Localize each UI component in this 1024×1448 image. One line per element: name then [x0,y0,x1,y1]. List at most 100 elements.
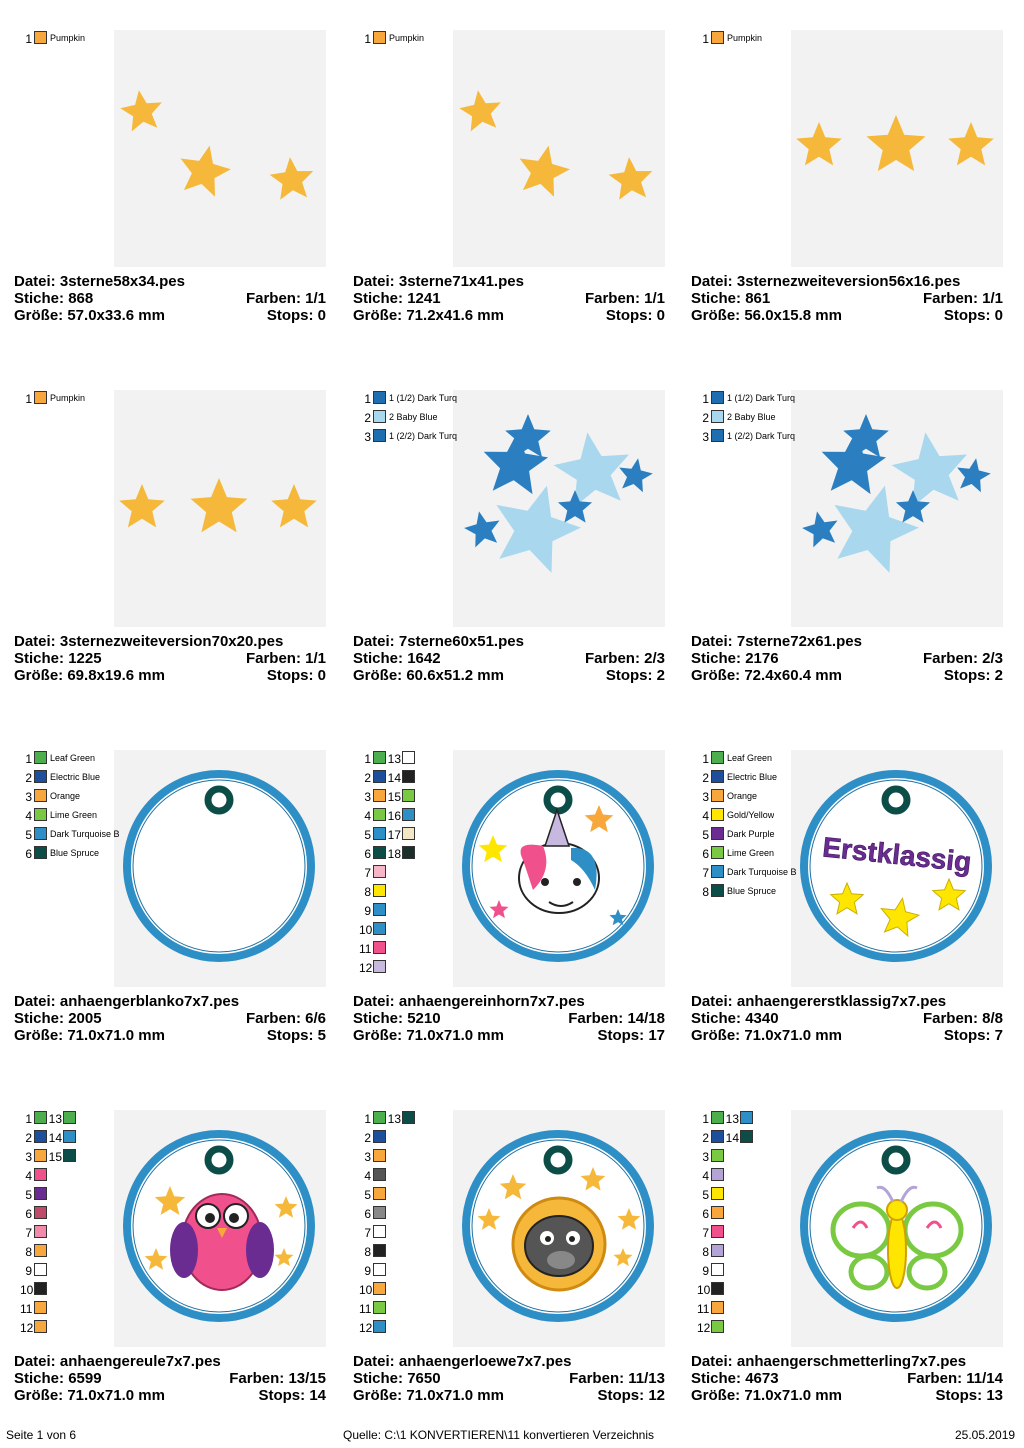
label-stitches: Stiche: [14,1370,65,1387]
tag-ring [123,770,315,962]
color-swatch [373,1320,386,1333]
design-preview [453,30,665,267]
tag-ring-inner [809,779,983,953]
legend-number: 4 [25,809,32,823]
color-swatch [373,410,386,423]
color-swatch [711,789,724,802]
color-swatch [711,770,724,783]
color-legend: 1 13 2 14 3 15 4 16 5 17 6 18 7 8 9 10 11 12 [359,750,469,978]
legend-row: 6 18 [359,845,469,864]
star-shape [619,458,653,493]
label-stitches: Stiche: [353,650,404,667]
tag-ring-inner [471,779,645,953]
legend-number: 2 [702,411,709,425]
label-size: Größe: [691,307,741,324]
label-colors: Farben: [569,1370,625,1387]
unicorn-eye [541,878,549,886]
star-shape [802,511,838,548]
label-stops: Stops: [605,307,653,324]
color-swatch [63,1130,76,1143]
design-preview [114,750,326,987]
design-size: 71.0x71.0 mm [744,1027,842,1044]
stitch-count: 6599 [68,1370,102,1387]
legend-number: 10 [359,923,373,937]
legend-color-name: Lime Green [727,848,775,858]
stop-count: 7 [994,1027,1003,1044]
label-stitches: Stiche: [353,1010,404,1027]
legend-number: 11 [359,942,372,956]
color-swatch [711,1187,724,1200]
legend-color-name: 1 (2/2) Dark Turq [389,431,458,441]
color-swatch [373,31,386,44]
star-shape [580,1167,606,1191]
butterfly-wing [830,1201,892,1259]
color-swatch [740,1130,753,1143]
legend-row: 6 [20,1205,130,1224]
legend-row: 3 15 [20,1148,130,1167]
color-swatch [373,789,386,802]
stop-count: 0 [317,667,326,684]
stitch-count: 1241 [407,290,441,307]
color-swatch [34,846,47,859]
color-swatch [34,1111,47,1124]
stitch-count: 5210 [407,1010,441,1027]
legend-row: 11 [697,1300,807,1319]
color-count: 1/1 [982,290,1003,307]
legend-row: 3 [697,1148,807,1167]
color-swatch [402,1111,415,1124]
color-legend: 1 1 (1/2) Dark Turq 2 2 Baby Blue 3 1 (2/2) D… [697,390,807,447]
legend-number: 1 [702,1112,709,1126]
label-colors: Farben: [922,650,978,667]
legend-row: 1 13 [359,1110,469,1129]
stitch-count: 1225 [68,650,102,667]
legend-number-2: 13 [387,752,401,766]
design-info: Datei: anhaengereinhorn7x7.pes Stiche: 52… [353,993,665,1044]
design-preview-image [459,90,653,200]
lion-muzzle [547,1251,575,1269]
legend-number: 8 [702,1245,709,1259]
file-name: anhaengereule7x7.pes [59,1353,221,1370]
legend-color-name: Gold/Yellow [727,810,775,820]
legend-row: 3 1 (2/2) Dark Turq [359,428,469,447]
color-swatch [711,1168,724,1181]
color-legend: 1 Pumpkin [359,30,469,49]
legend-number-2: 15 [48,1150,62,1164]
color-swatch [711,429,724,442]
label-colors: Farben: [922,1010,978,1027]
color-legend: 1 13 2 14 3 4 5 6 7 8 9 10 11 12 [697,1110,807,1338]
label-stops: Stops: [943,1027,991,1044]
design-preview [114,390,326,627]
color-swatch [34,31,47,44]
butterfly-head [886,1199,908,1221]
star-shape [489,900,509,919]
print-date: 25.05.2019 [955,1428,1016,1442]
stop-count: 12 [648,1387,665,1404]
label-size: Größe: [353,1027,403,1044]
legend-number: 3 [25,790,32,804]
color-legend: 1 1 (1/2) Dark Turq 2 2 Baby Blue 3 1 (2/2) D… [359,390,469,447]
label-file: Datei: [353,993,395,1010]
label-file: Datei: [691,633,733,650]
label-stitches: Stiche: [691,1370,742,1387]
label-colors: Farben: [568,1010,624,1027]
tag-ring-inner [132,779,306,953]
stitch-count: 4673 [745,1370,779,1387]
legend-number: 8 [25,1245,32,1259]
label-file: Datei: [14,1353,56,1370]
legend-number: 9 [364,1264,371,1278]
legend-number: 5 [702,1188,709,1202]
legend-number: 1 [25,752,32,766]
color-swatch [373,960,386,973]
label-file: Datei: [691,1353,733,1370]
design-preview-image [464,414,653,573]
file-name: anhaengererstklassig7x7.pes [736,993,947,1010]
legend-color-name: Lime Green [50,810,98,820]
star-shape [557,490,593,523]
design-preview-image [120,90,314,200]
legend-row: 2 14 [359,769,469,788]
color-count: 2/3 [644,650,665,667]
legend-row: 1 1 (1/2) Dark Turq [697,390,807,409]
legend-number: 5 [702,828,709,842]
star-shape [608,157,653,200]
star-shape [477,1208,501,1230]
